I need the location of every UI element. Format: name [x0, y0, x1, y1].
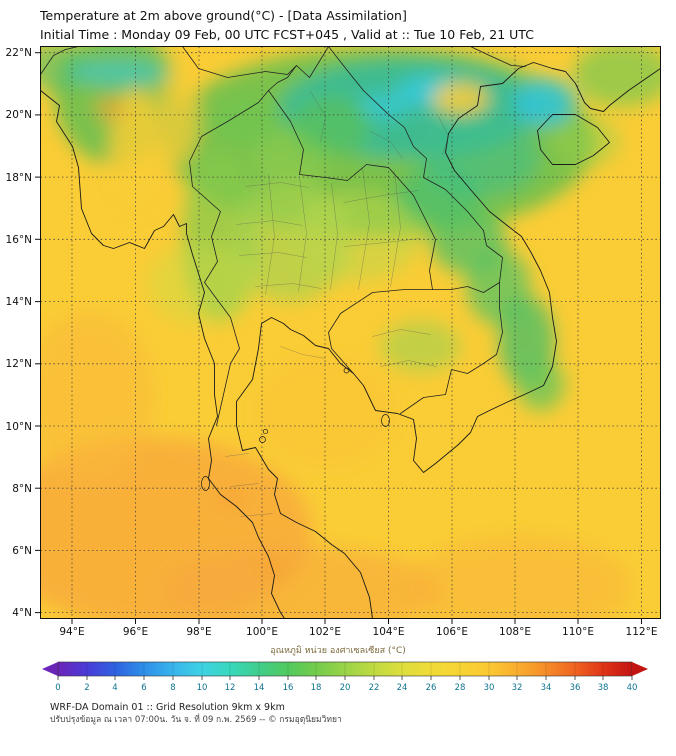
colorbar-segment-lines	[86, 662, 604, 676]
lon-tick-label: 108°E	[499, 626, 531, 638]
colorbar-tick-label: 12	[225, 683, 236, 693]
lon-tick-label: 100°E	[246, 626, 278, 638]
colorbar-left-arrow	[42, 662, 58, 676]
colorbar-tick-label: 18	[311, 683, 322, 693]
lon-tick-label: 104°E	[373, 626, 405, 638]
map-title: Temperature at 2m above ground(°C) - [Da…	[40, 8, 407, 23]
lat-tick-label: 4°N	[12, 607, 32, 619]
colorbar-tick-label: 4	[112, 683, 117, 693]
map-figure: 22°N 20°N 18°N 16°N 14°N 12°N 10°N 8°N 6…	[6, 46, 661, 638]
colorbar-tick-label: 10	[197, 683, 208, 693]
colorbar-tick-label: 22	[369, 683, 380, 693]
colorbar-tick-label: 26	[426, 683, 437, 693]
colorbar-tick-label: 32	[512, 683, 523, 693]
colorbar-tick-label: 16	[283, 683, 294, 693]
lat-tick-label: 6°N	[12, 545, 32, 557]
lat-tick-label: 8°N	[12, 483, 32, 495]
colorbar-tick-label: 30	[484, 683, 495, 693]
lon-tick-label: 94°E	[59, 626, 84, 638]
map-subtitle: Initial Time : Monday 09 Feb, 00 UTC FCS…	[40, 27, 534, 42]
colorbar-tick-label: 2	[84, 683, 89, 693]
colorbar: 0 2 4 6 8 10 12 14 16 18 20 22 24 26 28 …	[42, 661, 648, 693]
colorbar-tick-label: 8	[170, 683, 175, 693]
country-borders	[40, 46, 526, 426]
colorbar-tick-label: 34	[541, 683, 552, 693]
province-borders	[225, 91, 449, 517]
lat-tick-label: 14°N	[6, 296, 32, 308]
footer-domain-info: WRF-DA Domain 01 :: Grid Resolution 9km …	[50, 702, 285, 713]
grid-lines	[40, 46, 661, 619]
lat-tick-label: 20°N	[6, 109, 32, 121]
colorbar-tick-marks	[57, 676, 633, 680]
lat-tick-label: 18°N	[6, 172, 32, 184]
hainan-island	[537, 114, 610, 165]
colorbar-right-arrow	[632, 662, 648, 676]
figure-footer: WRF-DA Domain 01 :: Grid Resolution 9km …	[0, 701, 676, 726]
lon-tick-label: 106°E	[436, 626, 468, 638]
lat-tick-label: 16°N	[6, 234, 32, 246]
lat-tick-label: 10°N	[6, 421, 32, 433]
colorbar-tick-label: 24	[397, 683, 408, 693]
colorbar-tick-label: 40	[627, 683, 638, 693]
colorbar-tick-label: 38	[598, 683, 609, 693]
lon-tick-label: 96°E	[123, 626, 148, 638]
colorbar-label: อุณหภูมิ หน่วย องศาเซลเซียส (°C)	[270, 646, 406, 656]
lon-tick-label: 98°E	[186, 626, 211, 638]
colorbar-tick-label: 6	[141, 683, 146, 693]
colorbar-tick-label: 0	[55, 683, 60, 693]
lon-tick-label: 102°E	[309, 626, 341, 638]
lat-tick-label: 22°N	[6, 47, 32, 59]
colorbar-tick-label: 28	[455, 683, 466, 693]
colorbar-tick-label: 14	[254, 683, 265, 693]
footer-update-info: ปรับปรุงข้อมูล ณ เวลา 07:00น. วัน จ. ที่…	[50, 715, 342, 725]
temperature-field	[40, 46, 661, 619]
islands	[201, 367, 390, 491]
figure-titles: Temperature at 2m above ground(°C) - [Da…	[0, 0, 676, 44]
coastline	[40, 62, 661, 619]
lon-tick-label: 112°E	[626, 626, 658, 638]
colorbar-tick-label: 36	[570, 683, 581, 693]
map-frame	[40, 46, 661, 619]
axis-ticks	[35, 52, 642, 624]
lon-tick-label: 110°E	[562, 626, 594, 638]
colorbar-tick-label: 20	[340, 683, 351, 693]
lat-tick-label: 12°N	[6, 358, 32, 370]
